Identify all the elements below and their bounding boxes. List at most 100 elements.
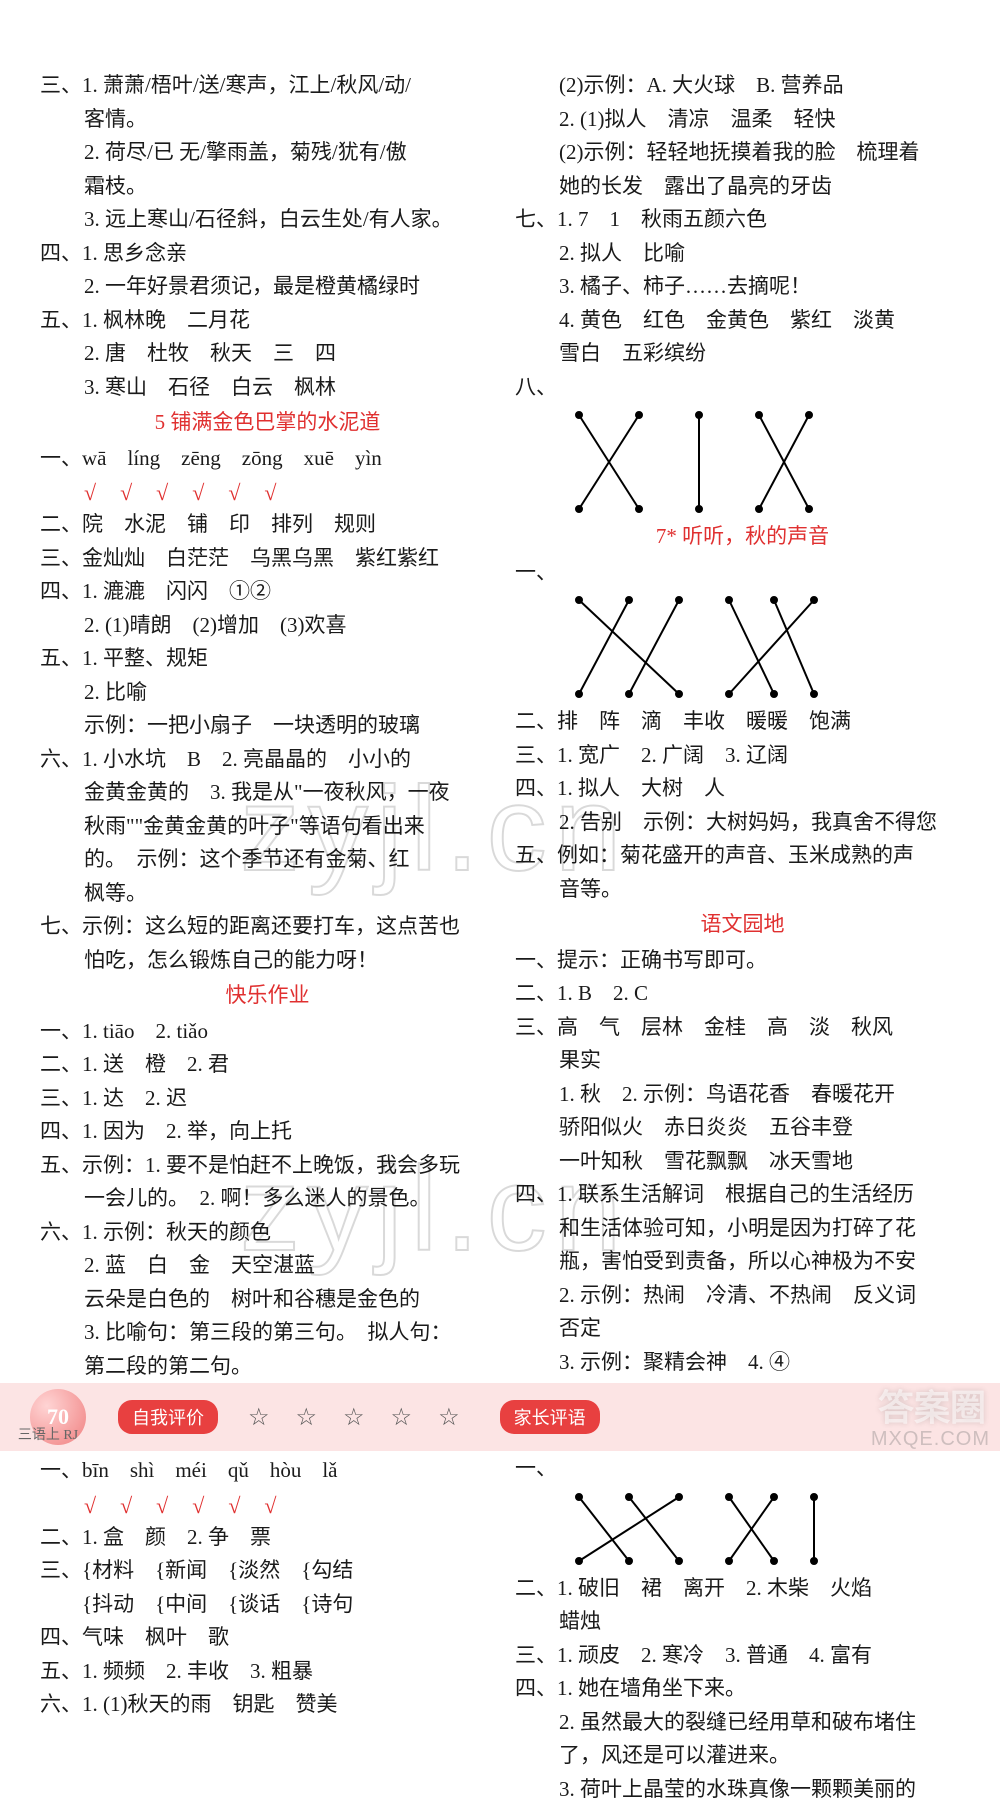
- text-line: 的。 示例：这个季节还有金菊、红: [40, 844, 495, 876]
- text-line: 四、气味 枫叶 歌: [40, 1622, 495, 1654]
- text-line: 她的长发 露出了晶亮的牙齿: [515, 171, 970, 203]
- text-line: 果实: [515, 1045, 970, 1077]
- text-line: 五、1. 平整、规矩: [40, 643, 495, 675]
- text-line: 一、bīn shì méi qǔ hòu lǎ: [40, 1455, 495, 1487]
- section-heading: 快乐作业: [40, 980, 495, 1012]
- check-icon: √: [264, 476, 276, 509]
- check-row: √ √ √ √ √ √: [40, 1489, 495, 1522]
- text-line: 四、1. 联系生活解词 根据自己的生活经历: [515, 1179, 970, 1211]
- text-line: 2. 示例：热闹 冷清、不热闹 反义词: [515, 1280, 970, 1312]
- check-icon: √: [84, 1489, 96, 1522]
- text-line: 2. (1)晴朗 (2)增加 (3)欢喜: [40, 610, 495, 642]
- text-line: 三、1. 萧萧/梧叶/送/寒声，江上/秋风/动/: [40, 70, 495, 102]
- text-line: 2. 一年好景君须记，最是橙黄橘绿时: [40, 271, 495, 303]
- left-column: 三、1. 萧萧/梧叶/送/寒声，江上/秋风/动/ 客情。 2. 荷尽/已 无/擎…: [40, 70, 495, 1340]
- check-row: √ √ √ √ √ √: [40, 476, 495, 509]
- text-line: 七、示例：这么短的距离还要打车，这点苦也: [40, 911, 495, 943]
- text-line: 蜡烛: [515, 1606, 970, 1638]
- text-line: 二、院 水泥 铺 印 排列 规则: [40, 509, 495, 541]
- text-line: 五、1. 频频 2. 丰收 3. 粗暴: [40, 1656, 495, 1688]
- text-line: 四、1. 漉漉 闪闪 ①②: [40, 576, 495, 608]
- text-line: 三、1. 达 2. 迟: [40, 1083, 495, 1115]
- check-icon: √: [264, 1489, 276, 1522]
- text-line: 一、: [515, 557, 970, 589]
- matching-diagram: [559, 407, 819, 517]
- section-heading: 语文园地: [515, 909, 970, 941]
- book-label: 三语上 RJ: [8, 1424, 88, 1444]
- text-line: 示例：一把小扇子 一块透明的玻璃: [40, 710, 495, 742]
- text-line: 五、示例：1. 要不是怕赶不上晚饭，我会多玩: [40, 1150, 495, 1182]
- text-line: (2)示例：A. 大火球 B. 营养品: [515, 70, 970, 102]
- text-line: 三、金灿灿 白茫茫 乌黑乌黑 紫红紫红: [40, 543, 495, 575]
- matching-diagram: [559, 592, 819, 702]
- text-line: 怕吃，怎么锻炼自己的能力呀！: [40, 945, 495, 977]
- text-line: 雪白 五彩缤纷: [515, 338, 970, 370]
- parent-eval-pill: 家长评语: [500, 1400, 600, 1434]
- text-line: 3. 远上寒山/石径斜，白云生处/有人家。: [40, 204, 495, 236]
- text-line: 云朵是白色的 树叶和谷穗是金色的: [40, 1284, 495, 1316]
- text-line: 瓶，害怕受到责备，所以心神极为不安: [515, 1246, 970, 1278]
- check-icon: √: [156, 1489, 168, 1522]
- text-line: 1. 秋 2. 示例：鸟语花香 春暖花开: [515, 1079, 970, 1111]
- text-line: 3. 荷叶上晶莹的水珠真像一颗颗美丽的: [515, 1774, 970, 1805]
- text-line: 3. 示例：聚精会神 4. ④: [515, 1347, 970, 1379]
- text-line: 四、1. 思乡念亲: [40, 238, 495, 270]
- rating-stars: ☆ ☆ ☆ ☆ ☆: [248, 1403, 470, 1432]
- check-icon: √: [120, 476, 132, 509]
- text-line: 秋雨""金黄金黄的叶子"等语句看出来: [40, 811, 495, 843]
- text-line: 六、1. 示例：秋天的颜色: [40, 1217, 495, 1249]
- text-line: 2. (1)拟人 清凉 温柔 轻快: [515, 104, 970, 136]
- text-line: 一会儿的。 2. 啊！多么迷人的景色。: [40, 1183, 495, 1215]
- text-line: 三、1. 顽皮 2. 寒冷 3. 普通 4. 富有: [515, 1640, 970, 1672]
- text-line: 2. 蓝 白 金 天空湛蓝: [40, 1250, 495, 1282]
- text-line: {抖动 {中间 {谈话 {诗句: [40, 1589, 495, 1621]
- page-footer: 70 三语上 RJ 自我评价 ☆ ☆ ☆ ☆ ☆ 家长评语: [0, 1383, 1000, 1451]
- text-line: 2. 拟人 比喻: [515, 238, 970, 270]
- text-line: 二、排 阵 滴 丰收 暖暖 饱满: [515, 706, 970, 738]
- right-column: (2)示例：A. 大火球 B. 营养品 2. (1)拟人 清凉 温柔 轻快 (2…: [515, 70, 970, 1340]
- text-line: 三、1. 宽广 2. 广阔 3. 辽阔: [515, 740, 970, 772]
- text-line: 二、1. 破旧 裙 离开 2. 木柴 火焰: [515, 1573, 970, 1605]
- text-line: 二、1. 盒 颜 2. 争 票: [40, 1522, 495, 1554]
- text-line: 一叶知秋 雪花飘飘 冰天雪地: [515, 1146, 970, 1178]
- text-line: 一、wā líng zēng zōng xuē yìn: [40, 443, 495, 475]
- text-line: 否定: [515, 1313, 970, 1345]
- text-line: 二、1. 送 橙 2. 君: [40, 1049, 495, 1081]
- text-line: 2. 比喻: [40, 677, 495, 709]
- text-line: 三、高 气 层林 金桂 高 淡 秋风: [515, 1012, 970, 1044]
- text-line: 八、: [515, 372, 970, 404]
- text-line: 3. 比喻句：第三段的第三句。 拟人句：: [40, 1317, 495, 1349]
- check-icon: √: [120, 1489, 132, 1522]
- text-line: 金黄金黄的 3. 我是从"一夜秋风，一夜: [40, 777, 495, 809]
- page-root: 三、1. 萧萧/梧叶/送/寒声，江上/秋风/动/ 客情。 2. 荷尽/已 无/擎…: [0, 0, 1000, 1451]
- text-line: 七、1. 7 1 秋雨五颜六色: [515, 204, 970, 236]
- text-line: 音等。: [515, 874, 970, 906]
- text-line: 三、{材料 {新闻 {淡然 {勾结: [40, 1555, 495, 1587]
- check-icon: √: [84, 476, 96, 509]
- text-line: 2. 唐 杜牧 秋天 三 四: [40, 338, 495, 370]
- site-watermark: MXQE.COM: [871, 1428, 990, 1451]
- text-line: 骄阳似火 赤日炎炎 五谷丰登: [515, 1112, 970, 1144]
- text-line: 3. 橘子、柿子……去摘呢！: [515, 271, 970, 303]
- text-line: 2. 虽然最大的裂缝已经用草和破布堵住: [515, 1707, 970, 1739]
- text-line: 4. 黄色 红色 金黄色 紫红 淡黄: [515, 305, 970, 337]
- text-line: 第二段的第二句。: [40, 1351, 495, 1383]
- text-line: 霜枝。: [40, 171, 495, 203]
- text-line: 2. 荷尽/已 无/擎雨盖，菊残/犹有/傲: [40, 137, 495, 169]
- text-line: 和生活体验可知，小明是因为打碎了花: [515, 1213, 970, 1245]
- text-line: 六、1. 小水坑 B 2. 亮晶晶的 小小的: [40, 744, 495, 776]
- text-line: 一、1. tiāo 2. tiǎo: [40, 1016, 495, 1048]
- text-line: 五、1. 枫林晚 二月花: [40, 305, 495, 337]
- matching-diagram: [559, 1489, 819, 1569]
- check-icon: √: [228, 476, 240, 509]
- text-line: 客情。: [40, 104, 495, 136]
- corner-watermark: 答案圈: [878, 1379, 986, 1431]
- text-line: 二、1. B 2. C: [515, 978, 970, 1010]
- check-icon: √: [228, 1489, 240, 1522]
- text-line: 四、1. 她在墙角坐下来。: [515, 1673, 970, 1705]
- text-line: 六、1. (1)秋天的雨 钥匙 赞美: [40, 1689, 495, 1721]
- text-line: 五、例如：菊花盛开的声音、玉米成熟的声: [515, 840, 970, 872]
- text-line: 四、1. 因为 2. 举，向上托: [40, 1116, 495, 1148]
- text-line: 了，风还是可以灌进来。: [515, 1740, 970, 1772]
- text-line: 四、1. 拟人 大树 人: [515, 773, 970, 805]
